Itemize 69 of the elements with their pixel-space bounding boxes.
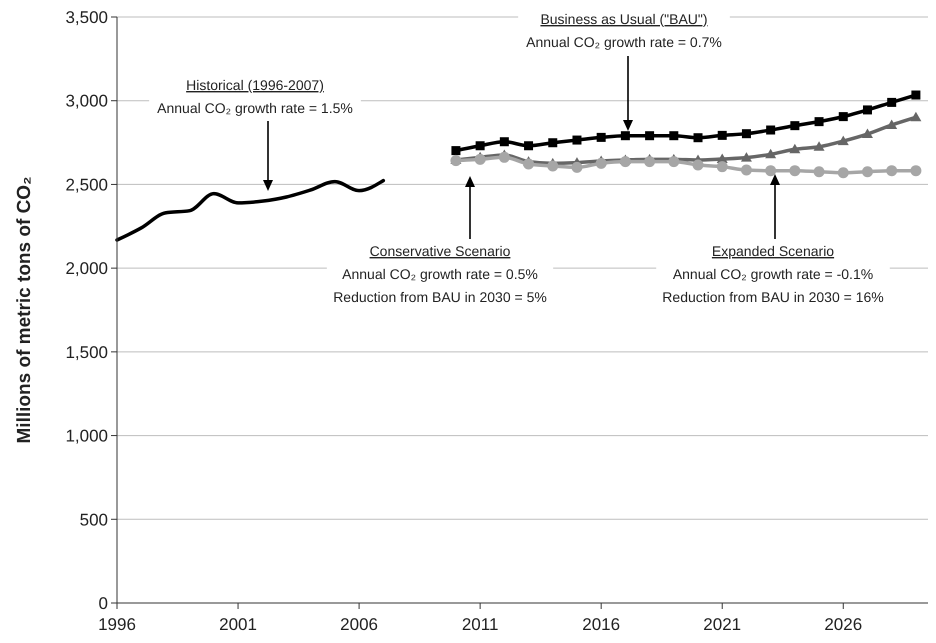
point — [740, 152, 752, 162]
point — [694, 133, 703, 142]
point — [596, 132, 606, 142]
point — [523, 158, 534, 170]
x-tick-label: 2026 — [824, 615, 862, 634]
y-tick-label: 0 — [98, 594, 108, 613]
line-series — [115, 178, 386, 242]
point — [838, 136, 849, 146]
point — [886, 165, 898, 176]
annotation: Conservative Scenario Annual CO₂ growth rate = 0.5% Reduction from BAU in 2030 = 5% — [333, 243, 547, 305]
point — [692, 160, 704, 171]
point — [814, 117, 824, 126]
point — [910, 165, 922, 176]
point — [645, 131, 654, 140]
annotation: Expanded Scenario Annual CO₂ growth rate = -0.1% Reduction from BAU in 2030 = 16% — [662, 243, 884, 305]
point — [789, 144, 800, 154]
point — [450, 155, 462, 166]
point — [789, 165, 800, 176]
x-tick-label: 1996 — [98, 615, 136, 634]
y-tick-label: 1,000 — [65, 426, 108, 446]
point — [596, 158, 607, 169]
point — [668, 156, 680, 168]
point — [524, 141, 534, 150]
point — [765, 165, 776, 176]
annotation: Business as Usual ("BAU") Annual CO₂ growth rate = 0.7% — [526, 11, 722, 50]
y-tick-label: 500 — [80, 510, 108, 530]
point — [862, 105, 872, 114]
x-tick-label: 2001 — [219, 615, 257, 634]
point — [742, 129, 751, 138]
point — [910, 112, 922, 122]
point — [886, 119, 898, 129]
point — [476, 141, 485, 150]
point — [548, 138, 558, 148]
y-tick-label: 3,500 — [65, 8, 108, 27]
x-tick-label: 2006 — [340, 615, 378, 634]
point — [838, 112, 848, 122]
point — [669, 131, 678, 140]
point — [572, 136, 582, 145]
y-tick-label: 1,500 — [65, 342, 108, 362]
point — [862, 166, 873, 178]
point — [766, 126, 776, 135]
x-tick-label: 2021 — [703, 615, 742, 634]
point — [644, 156, 656, 168]
point — [500, 137, 509, 146]
point — [474, 154, 486, 165]
point — [765, 148, 776, 158]
point — [620, 156, 631, 168]
y-tick-label: 2,000 — [65, 259, 108, 278]
point — [716, 161, 728, 172]
point — [838, 167, 849, 178]
x-tick-label: 2011 — [462, 615, 498, 634]
point — [790, 121, 800, 130]
point — [814, 141, 825, 151]
point — [814, 166, 825, 178]
annotation: Historical (1996-2007) Annual CO₂ growth rate = 1.5% — [157, 77, 353, 116]
y-axis-title: Millions of metric tons of CO₂ — [14, 176, 35, 444]
point — [911, 90, 920, 100]
y-tick-label: 2,500 — [65, 175, 108, 194]
point — [571, 162, 582, 173]
point — [620, 131, 630, 140]
point — [718, 130, 727, 140]
point — [498, 152, 510, 163]
point — [862, 128, 873, 138]
point — [887, 98, 896, 107]
point — [547, 160, 558, 172]
y-tick-label: 3,000 — [65, 92, 108, 111]
point — [451, 146, 460, 156]
point — [740, 164, 752, 176]
x-tick-label: 2016 — [582, 615, 620, 634]
